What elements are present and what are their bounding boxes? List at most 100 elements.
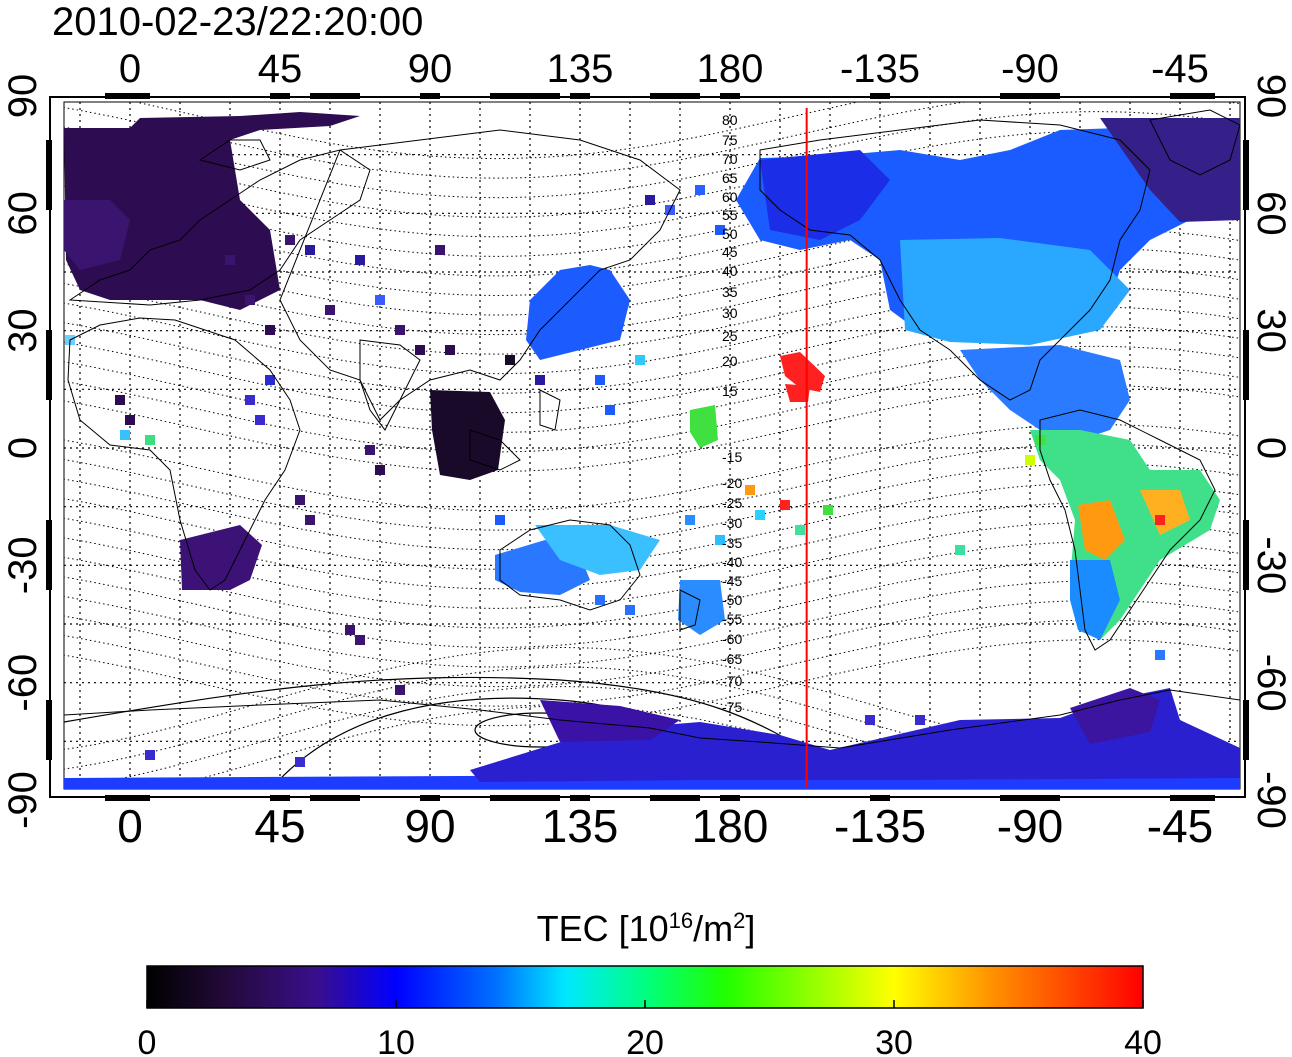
tec-cell [355,255,365,265]
contour-line [64,599,1240,688]
contour-label: 35 [722,284,738,300]
lat-label-left: 30 [1,308,45,353]
frame-tick [720,795,740,801]
tec-cell [955,545,965,555]
contour-line [64,150,1240,238]
contour-label: 20 [722,353,738,369]
tec-cell [120,430,130,440]
frame-tick [870,93,890,99]
contour-label: -35 [722,535,742,551]
coastline [279,129,681,421]
tec-cell [115,395,125,405]
tec-patch [1140,490,1190,535]
tec-patch [540,700,680,742]
tec-cell [295,495,305,505]
longitude-labels-top: 0 45 90 135 180 -135 -90 -45 [119,47,1209,91]
coastline [359,339,421,431]
lon-label-bottom: -90 [997,800,1063,852]
frame-ticks [46,93,1249,801]
tec-cell [645,195,655,205]
frame-tick [46,330,52,400]
contour-label: 40 [722,263,738,279]
latitude-labels-right: 90 60 30 0 -30 -60 -90 [1249,74,1292,829]
contour-line [133,102,861,160]
timestamp-title: 2010-02-23/22:20:00 [52,0,424,44]
tec-cell [595,375,605,385]
tec-cell [415,345,425,355]
contour-label: -25 [722,495,742,511]
tec-cell [345,625,355,635]
frame-tick [1000,795,1060,801]
contour-line [64,541,1240,629]
contour-line [64,189,1240,277]
contour-label: -50 [722,592,742,608]
tec-patch [64,200,130,270]
contour-line [64,169,1240,257]
tec-cell [635,355,645,365]
frame-tick [105,795,150,801]
contour-label: -20 [722,475,742,491]
tec-cell [305,515,315,525]
tec-cell [145,750,155,760]
lon-label-top: 90 [408,47,453,91]
tec-patch [535,525,660,575]
contour-line [64,384,1240,473]
tec-cell [395,325,405,335]
contour-label: -40 [722,554,742,570]
tec-cell [1025,455,1035,465]
contour-label: 80 [722,112,738,128]
lon-label-bottom: -45 [1147,800,1213,852]
coastline [1039,409,1216,651]
tec-cell [375,295,385,305]
contour-label: 65 [722,170,738,186]
contour-label: -60 [722,631,742,647]
frame-tick [1000,93,1060,99]
tec-patch [960,345,1130,440]
frame-tick [420,93,440,99]
frame-tick [490,93,560,99]
lat-label-left: -90 [1,771,45,829]
contour-label: -45 [722,573,742,589]
contour-line [64,463,1240,551]
tec-cell [375,465,385,475]
contour-label: -70 [722,673,742,689]
frame-tick [650,795,700,801]
frame-tick [570,795,590,801]
tec-patch [430,390,505,480]
frame-tick [1175,93,1215,99]
tec-cell [355,635,365,645]
tec-cell [435,245,445,255]
colorbar-tick-label: 40 [1124,1024,1162,1057]
tec-cell [285,235,295,245]
tec-cell [755,510,765,520]
contour-label: 45 [722,244,738,260]
tec-cell [505,355,515,365]
colorbar-tick-label: 20 [626,1024,664,1057]
contour-label: -30 [722,515,742,531]
lon-label-bottom: 0 [117,800,143,852]
contour-labels: 80 75 70 65 60 55 50 45 40 35 30 25 20 15 -15 -20 -25 -30… [722,112,742,715]
colorbar-tick-label: 10 [377,1024,415,1057]
lon-label-top: 135 [547,47,614,91]
coastline [499,519,641,611]
lon-label-bottom: 45 [254,800,305,852]
latitude-labels-left: 90 60 30 0 -30 -60 -90 [1,74,45,829]
contour-line [64,423,1240,512]
tec-cell [145,435,155,445]
tec-cell [695,185,705,195]
frame-tick [870,795,890,801]
tec-patch [1070,688,1160,744]
contour-label: 60 [722,189,738,205]
lon-label-top: -90 [1001,47,1059,91]
tec-data-patches [64,112,1240,789]
coastline [64,689,1240,749]
contour-line [64,102,1240,179]
tec-cell [915,715,925,725]
pole-contour [64,676,821,761]
tec-patch [900,238,1130,345]
contour-label: 70 [722,151,738,167]
frame-tick [1175,795,1215,801]
tec-cell [305,245,315,255]
frame-tick [270,93,290,99]
